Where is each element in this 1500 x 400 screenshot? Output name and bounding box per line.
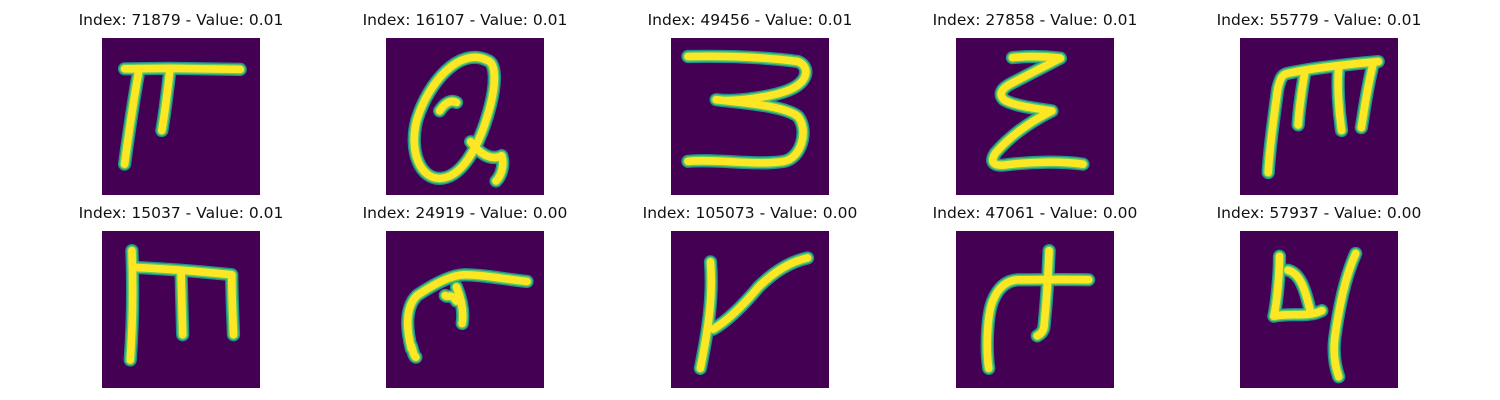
panel-title: Index: 27858 - Value: 0.01 [932,11,1138,29]
glyph-stroke [1264,57,1383,177]
digit-image [956,38,1114,195]
panel-2: Index: 16107 - Value: 0.01 [345,10,585,195]
panel-3: Index: 49456 - Value: 0.01 [630,10,870,195]
digit-image [1240,38,1398,195]
panel-4: Index: 27858 - Value: 0.01 [915,10,1155,195]
panel-title: Index: 47061 - Value: 0.00 [932,204,1138,222]
glyph-stroke [120,64,245,168]
panel-9: Index: 47061 - Value: 0.00 [915,203,1155,388]
glyph-stroke [410,53,507,185]
panel-title: Index: 105073 - Value: 0.00 [642,204,858,222]
panel-title: Index: 15037 - Value: 0.01 [78,204,284,222]
glyph-stroke [684,52,810,167]
digit-image [386,38,544,195]
digit-image [1240,231,1398,388]
panel-1: Index: 71879 - Value: 0.01 [61,10,301,195]
digit-image [956,231,1114,388]
panel-7: Index: 24919 - Value: 0.00 [345,203,585,388]
panel-6: Index: 15037 - Value: 0.01 [61,203,301,388]
panel-title: Index: 71879 - Value: 0.01 [78,11,284,29]
panel-title: Index: 49456 - Value: 0.01 [647,11,853,29]
panel-title: Index: 16107 - Value: 0.01 [362,11,568,29]
glyph-stroke [403,270,531,361]
panel-title: Index: 57937 - Value: 0.00 [1216,204,1422,222]
digit-image [386,231,544,388]
panel-10: Index: 57937 - Value: 0.00 [1199,203,1439,388]
digit-image [671,38,829,195]
digit-image [671,231,829,388]
digit-image [102,38,260,195]
panel-5: Index: 55779 - Value: 0.01 [1199,10,1439,195]
glyph-stroke [983,246,1093,373]
glyph-stroke [126,246,238,364]
glyph-stroke [989,52,1087,169]
panel-title: Index: 55779 - Value: 0.01 [1216,11,1422,29]
glyph-stroke [696,254,812,373]
panel-title: Index: 24919 - Value: 0.00 [362,204,568,222]
glyph-stroke [1270,249,1360,381]
digit-image [102,231,260,388]
panel-8: Index: 105073 - Value: 0.00 [630,203,870,388]
